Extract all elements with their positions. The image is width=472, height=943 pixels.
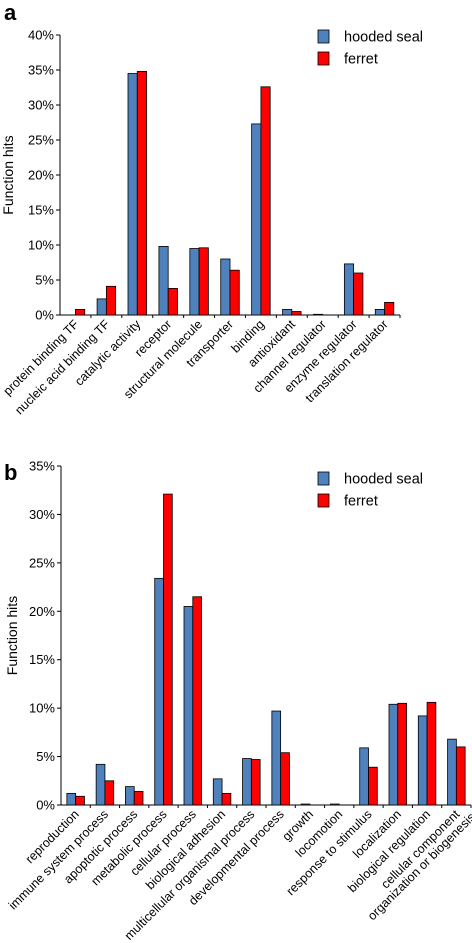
panel-letter: a [4,0,17,25]
y-tick-label: 0% [36,798,55,813]
bar-hooded-seal [417,715,428,806]
bar-hooded-seal [330,803,340,806]
y-tick-label: 20% [29,604,55,619]
bar-ferret [104,780,115,806]
bar-hooded-seal [300,803,311,806]
bar-hooded-seal [359,747,369,806]
bar-hooded-seal [282,308,293,316]
y-axis-label: Function hits [4,596,20,675]
bar-hooded-seal [388,703,399,806]
y-tick-label: 15% [28,203,54,218]
legend-label-ferret: ferret [344,494,378,510]
legend-swatch-ferret [317,493,330,508]
bar-ferret [280,752,290,806]
bar-ferret [133,791,144,806]
y-tick-label: 20% [28,168,54,183]
y-tick-label: 35% [28,63,54,78]
bar-ferret [397,702,407,806]
bar-hooded-seal [271,710,282,806]
y-tick-label: 40% [28,28,54,43]
bar-ferret [368,766,378,806]
y-tick-label: 5% [35,273,54,288]
y-tick-label: 15% [29,652,55,667]
y-tick-label: 5% [36,749,55,764]
bar-hooded-seal [154,577,164,806]
y-tick-label: 35% [29,459,55,474]
bar-hooded-seal [66,792,77,806]
bar-hooded-seal [220,258,231,316]
legend-label-hooded-seal: hooded seal [344,472,423,488]
bar-ferret [291,311,302,316]
bar-hooded-seal [158,245,169,316]
bar-ferret [384,301,395,316]
panel-letter: b [4,460,17,485]
bar-hooded-seal [343,263,355,316]
y-tick-label: 10% [28,238,54,253]
bar-ferret [229,269,240,316]
bar-hooded-seal [183,606,194,806]
bar-hooded-seal [95,763,106,806]
bar-hooded-seal [127,73,138,316]
bar-hooded-seal [447,738,457,806]
bar-ferret [426,701,437,806]
bar-ferret [136,71,147,316]
bar-ferret [75,795,85,806]
y-tick-label: 0% [35,308,54,323]
bar-hooded-seal [313,313,324,316]
y-tick-label: 25% [29,555,55,570]
y-tick-label: 10% [29,701,55,716]
bar-ferret [163,493,173,806]
y-tick-label: 30% [28,98,54,113]
bar-hooded-seal [374,308,385,316]
bar-ferret [250,759,261,806]
bar-ferret [455,746,466,806]
bar-ferret [167,287,178,316]
legend-swatch-hooded-seal [317,471,330,486]
bar-ferret [221,792,232,806]
legend-swatch-hooded-seal [317,29,330,44]
chart-panel-b: b0%5%10%15%20%25%30%35%Function hitsrepr… [4,459,472,943]
bar-hooded-seal [212,778,223,806]
chart-panel-a: a0%5%10%15%20%25%30%35%40%Function hitsp… [0,0,423,417]
legend-label-hooded-seal: hooded seal [344,30,423,46]
bar-ferret [353,272,364,316]
bar-hooded-seal [189,248,200,316]
bar-ferret [260,86,271,316]
bar-hooded-seal [242,758,252,806]
bar-ferret [192,596,202,806]
legend-swatch-ferret [317,51,330,66]
legend-label-ferret: ferret [344,52,378,68]
y-tick-label: 25% [28,133,54,148]
bar-ferret [75,308,86,316]
bar-hooded-seal [125,786,135,806]
bar-ferret [198,247,209,316]
bar-hooded-seal [96,298,107,316]
y-tick-label: 30% [29,507,55,522]
bar-ferret [105,285,117,316]
y-axis-label: Function hits [0,135,16,214]
bar-hooded-seal [251,123,262,316]
